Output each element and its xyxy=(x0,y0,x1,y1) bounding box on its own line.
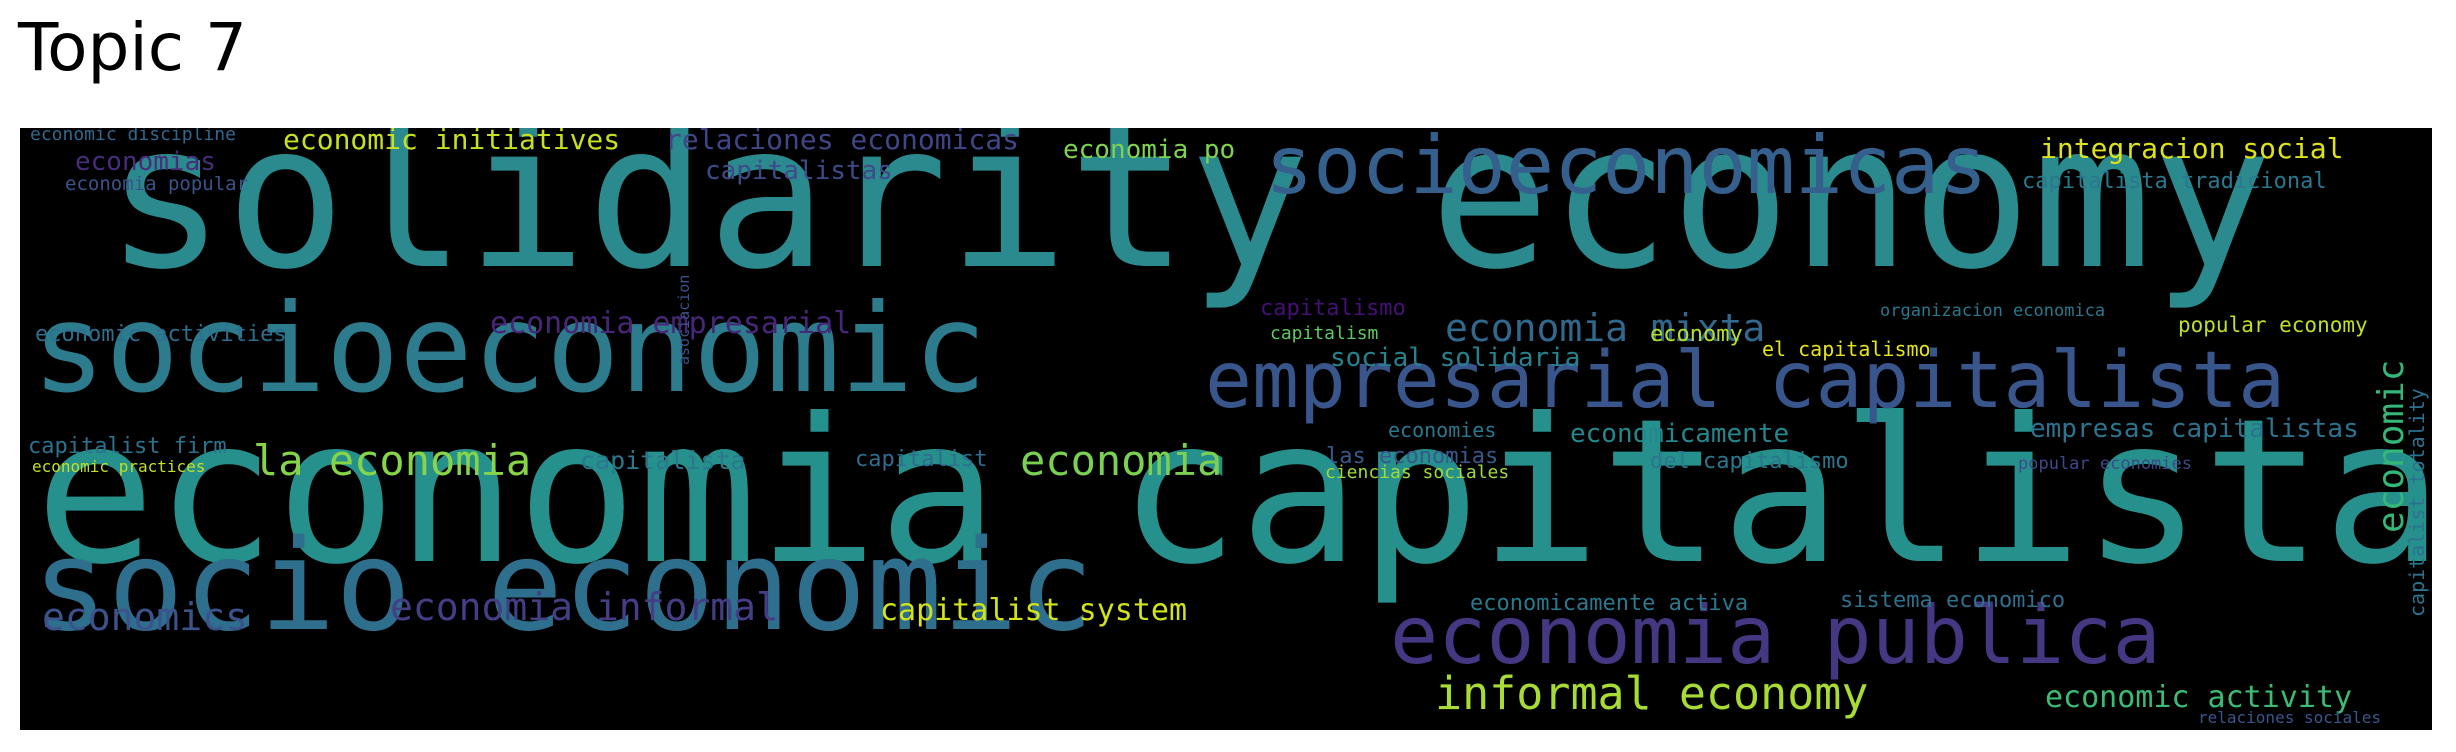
word-43: las economias xyxy=(1326,444,1499,469)
word-26: economia popular xyxy=(65,173,249,195)
word-8: economia xyxy=(1020,436,1223,485)
word-38: capitalist firm xyxy=(28,434,227,459)
word-9: la economia xyxy=(253,436,532,485)
word-1: economia capitalista xyxy=(35,376,2432,609)
word-44: ciencias sociales xyxy=(1325,462,1510,483)
word-31: economic activities xyxy=(35,322,287,347)
word-37: el capitalismo xyxy=(1762,337,1931,361)
word-6: economia publica xyxy=(1390,589,2161,682)
word-39: economic practices xyxy=(32,457,206,476)
word-15: social solidaria xyxy=(1330,343,1581,373)
word-46: popular economies xyxy=(2018,454,2192,474)
word-2: socioeconomic xyxy=(32,278,987,420)
word-4: socioeconomicas xyxy=(1265,128,1988,212)
word-7: informal economy xyxy=(1435,667,1869,720)
figure-title: Topic 7 xyxy=(18,9,247,86)
word-32: capitalismo xyxy=(1260,296,1406,321)
word-33: capitalism xyxy=(1270,323,1379,344)
word-16: economic activity xyxy=(2045,680,2353,715)
word-28: economic discipline xyxy=(30,128,236,145)
word-29: asociacion xyxy=(675,274,693,365)
word-27: capitalista tradicional xyxy=(2022,169,2327,194)
word-40: capitalista xyxy=(580,446,746,475)
word-3: socio economic xyxy=(32,512,1095,659)
word-21: capitalistas xyxy=(705,156,893,186)
word-42: economies xyxy=(1388,418,1497,442)
word-30: capitalist totality xyxy=(2405,388,2429,617)
word-cloud: solidarity economy economia capitalista so… xyxy=(20,128,2432,730)
word-45: del capitalismo xyxy=(1650,449,1849,474)
word-17: empresas capitalistas xyxy=(2030,414,2359,444)
word-18: economicamente xyxy=(1570,419,1790,449)
word-47: economicamente activa xyxy=(1470,591,1749,616)
word-22: economia po xyxy=(1063,135,1236,165)
word-5: empresarial capitalista xyxy=(1205,336,2286,426)
word-19: economic initiatives xyxy=(283,128,621,156)
word-41: capitalist xyxy=(855,447,988,472)
word-10: economics xyxy=(42,595,248,639)
word-36: popular economy xyxy=(2178,313,2368,337)
word-14: economia empresarial xyxy=(490,306,852,341)
word-25: economias xyxy=(75,147,216,177)
word-23: integracion social xyxy=(2040,132,2344,165)
word-49: relaciones sociales xyxy=(2198,708,2382,727)
word-0: solidarity economy xyxy=(105,128,2273,314)
word-34: organizacion economica xyxy=(1880,301,2106,321)
word-13: economia mixta xyxy=(1445,306,1766,350)
word-11: economia informal xyxy=(390,585,779,629)
word-35: economy xyxy=(1650,322,1743,347)
word-12: capitalist system xyxy=(880,593,1188,628)
word-20: relaciones economicas xyxy=(665,128,1020,156)
word-48: sistema economico xyxy=(1840,588,2066,613)
